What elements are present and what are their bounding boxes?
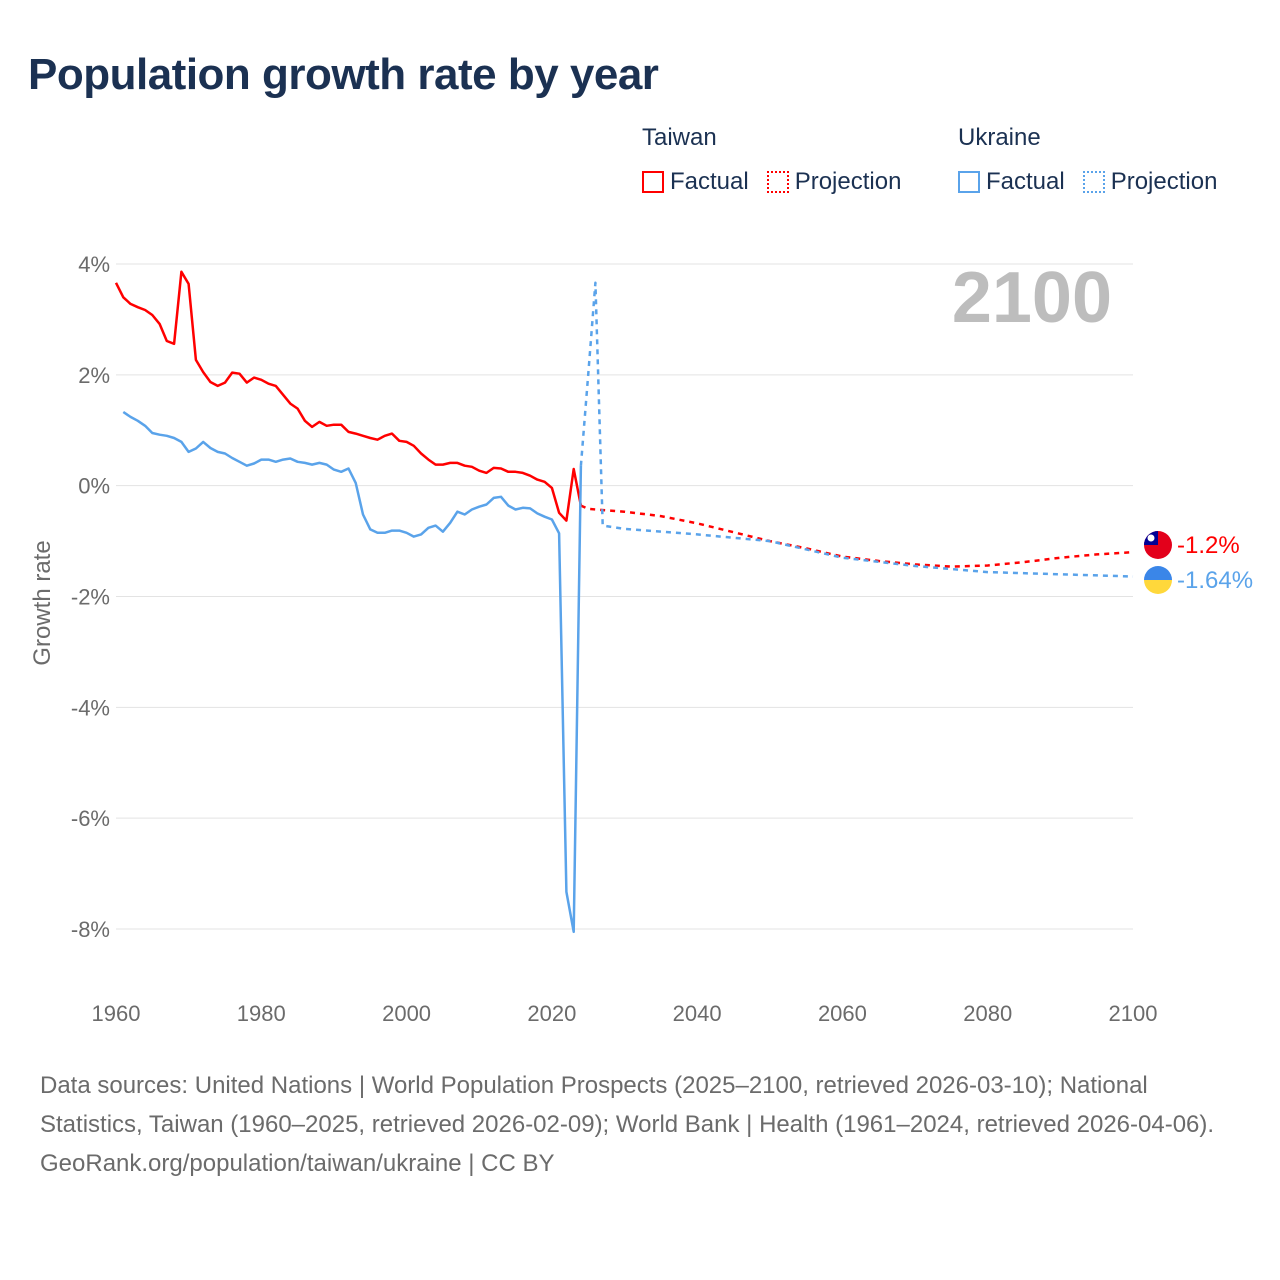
chart-title: Population growth rate by year	[28, 50, 659, 99]
data-sources: Data sources: United Nations | World Pop…	[40, 1072, 1215, 1138]
y-tick-label: 2%	[78, 363, 110, 388]
legend-taiwan-factual[interactable]: Factual	[642, 168, 749, 196]
y-tick-label: -6%	[71, 806, 110, 831]
y-tick-label: -2%	[71, 585, 110, 610]
x-tick-label: 2080	[963, 1001, 1012, 1026]
ukraine-end-value: -1.64%	[1177, 567, 1253, 594]
legend-label: Projection	[1110, 168, 1218, 195]
legend-country-label: Ukraine	[958, 124, 1041, 151]
legend-taiwan-projection[interactable]: Projection	[766, 168, 902, 196]
legend-ukraine-projection[interactable]: Projection	[1082, 168, 1218, 196]
solid-swatch-icon	[958, 171, 980, 193]
series-line-ukraine-factual	[122, 410, 583, 934]
taiwan-flag-icon	[1144, 531, 1172, 559]
taiwan-end-value: -1.2%	[1177, 532, 1240, 559]
series-line-taiwan-projection	[580, 504, 1134, 568]
dotted-swatch-icon	[1082, 171, 1105, 193]
credit-link[interactable]: GeoRank.org/population/taiwan/ukraine | …	[40, 1150, 555, 1177]
year-display: 2100	[952, 258, 1112, 338]
x-tick-label: 2000	[382, 1001, 431, 1026]
ukraine-flag-icon	[1144, 566, 1172, 594]
legend-country-label: Taiwan	[642, 124, 717, 151]
legend-ukraine: Ukraine Factual Projection	[958, 124, 1217, 196]
solid-swatch-icon	[642, 171, 664, 193]
y-tick-label: -8%	[71, 917, 110, 942]
legend-label: Factual	[986, 168, 1065, 195]
y-tick-label: 4%	[78, 252, 110, 277]
y-axis-label: Growth rate	[29, 540, 56, 665]
y-tick-label: -4%	[71, 695, 110, 720]
line-chart: 4% 2% 0% -2% -4% -6% -8% 1960 1980 2000 2020 2040 20…	[29, 252, 1253, 1026]
dotted-swatch-icon	[766, 171, 789, 193]
legend-label: Projection	[794, 168, 902, 195]
x-tick-label: 2020	[527, 1001, 576, 1026]
legend-ukraine-factual[interactable]: Factual	[958, 168, 1065, 196]
x-tick-label: 2040	[673, 1001, 722, 1026]
y-tick-label: 0%	[78, 474, 110, 499]
legend-taiwan: Taiwan Factual Projection	[642, 124, 901, 196]
legend-label: Factual	[670, 168, 749, 195]
x-tick-label: 2100	[1109, 1001, 1158, 1026]
x-tick-label: 2060	[818, 1001, 867, 1026]
footer: Data sources: United Nations | World Pop…	[40, 1066, 1250, 1183]
x-tick-label: 1980	[237, 1001, 286, 1026]
series-line-taiwan-factual	[114, 270, 583, 522]
x-tick-label: 1960	[92, 1001, 141, 1026]
